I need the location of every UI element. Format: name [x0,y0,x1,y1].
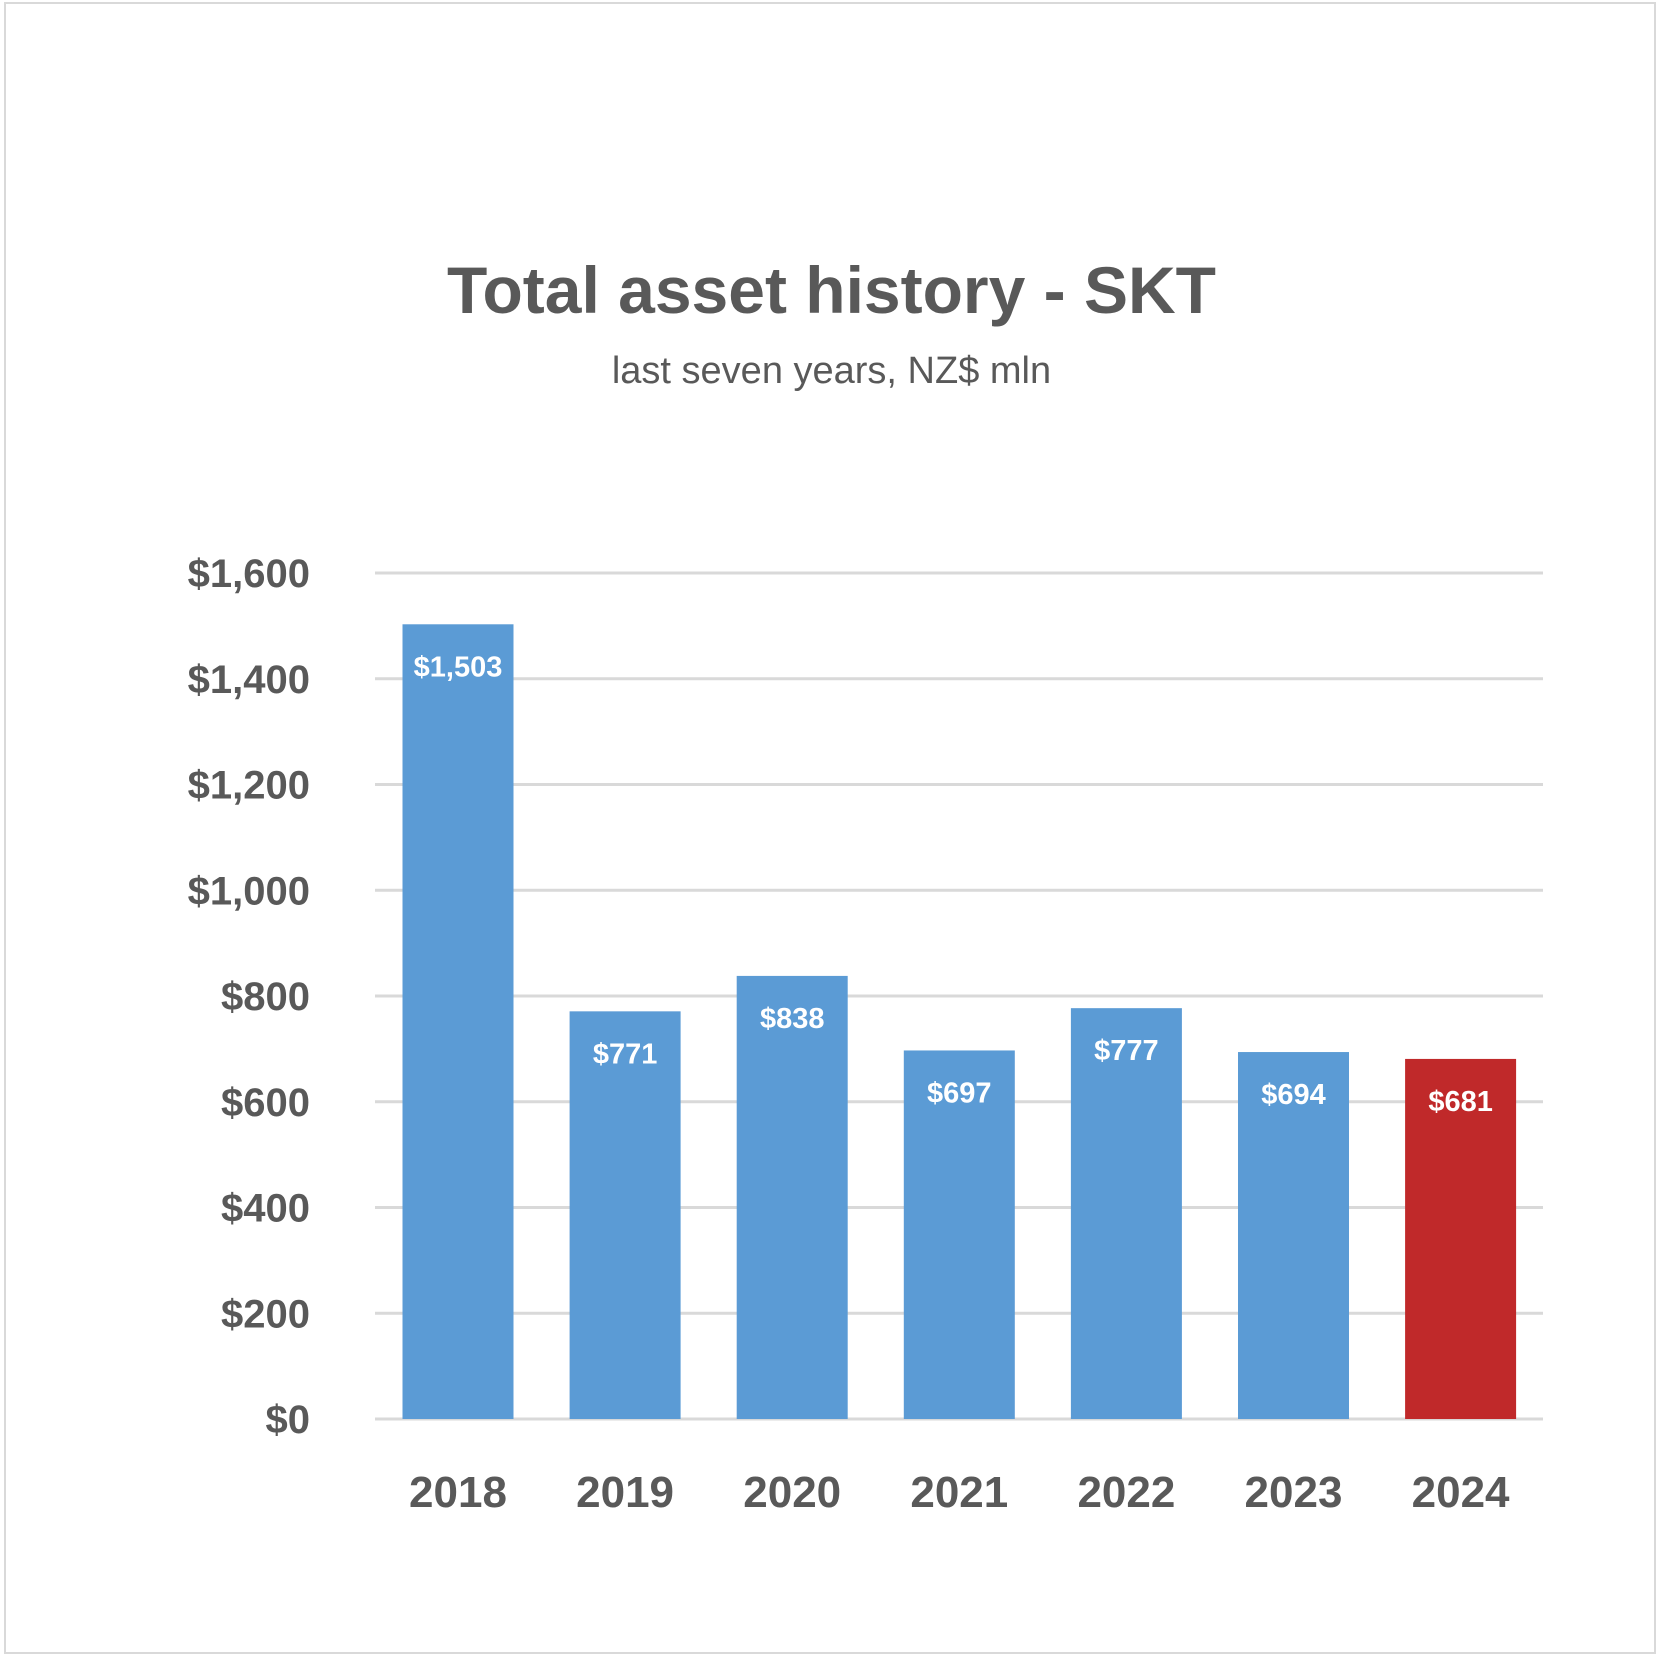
x-tick-label: 2018 [409,1468,507,1517]
y-tick-label: $200 [221,1292,310,1336]
chart-title: Total asset history - SKT [447,253,1216,327]
y-tick-label: $1,200 [188,764,310,808]
x-tick-label: 2023 [1245,1468,1343,1517]
bar-2021 [903,1050,1015,1419]
bar-2022 [1070,1008,1182,1419]
chart-subtitle: last seven years, NZ$ mln [611,350,1052,392]
bar-2018 [402,624,514,1419]
bar-2023 [1238,1052,1349,1419]
y-tick-label: $1,600 [188,552,310,596]
data-label: $694 [1261,1079,1326,1111]
data-label: $697 [927,1077,992,1109]
data-label: $838 [760,1003,825,1035]
bar-2020 [736,975,848,1419]
x-tick-label: 2022 [1077,1468,1175,1517]
y-tick-label: $600 [221,1081,310,1125]
x-tick-label: 2021 [910,1468,1008,1517]
x-tick-label: 2024 [1412,1468,1510,1517]
chart-frame [4,2,1656,1654]
data-label: $771 [593,1038,658,1070]
data-label: $777 [1094,1035,1159,1067]
y-tick-label: $0 [266,1398,311,1442]
y-tick-label: $1,400 [188,658,310,702]
data-label: $1,503 [414,651,503,683]
bar-2024 [1405,1058,1517,1419]
y-tick-label: $1,000 [188,869,310,913]
x-tick-label: 2019 [576,1468,674,1517]
data-label: $681 [1428,1086,1493,1118]
x-tick-label: 2020 [743,1468,841,1517]
y-tick-label: $400 [221,1187,310,1231]
y-tick-label: $800 [221,975,310,1019]
bar-2019 [569,1011,681,1419]
